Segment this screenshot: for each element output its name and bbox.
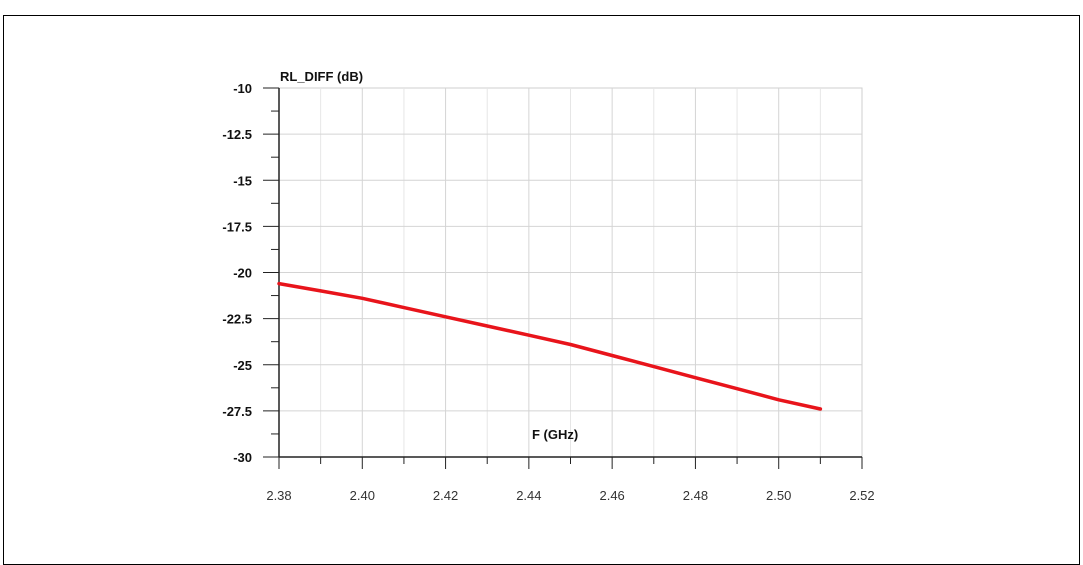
y-tick-label: -25 [233,358,252,373]
y-tick-label: -10 [233,81,252,96]
series-line [277,281,823,411]
y-tick-label: -15 [233,173,252,188]
line-chart: 2.38 2.40 2.42 2.44 2.46 2.48 2.50 2.52 -10 -12.5… [222,69,874,503]
y-tick-label: -12.5 [222,127,252,142]
y-tick-label: -22.5 [222,312,252,327]
x-tick-label: 2.42 [433,488,458,503]
x-axis-label: F (GHz) [532,427,578,442]
grid [278,87,863,458]
y-tick-label: -30 [233,450,252,465]
x-tick-label: 2.52 [849,488,874,503]
x-tick-label: 2.46 [599,488,624,503]
x-tick-label: 2.50 [766,488,791,503]
x-tick-label: 2.48 [683,488,708,503]
figure-frame [3,15,1080,565]
y-tick-label: -17.5 [222,219,252,234]
axes: 2.38 2.40 2.42 2.44 2.46 2.48 2.50 2.52 -10 -12.5… [222,81,874,503]
x-tick-label: 2.40 [350,488,375,503]
y-tick-label: -20 [233,266,252,281]
labels: RL_DIFF (dB) F (GHz) [280,69,578,442]
y-tick-label: -27.5 [222,404,252,419]
x-tick-label: 2.38 [266,488,291,503]
y-axis-label: RL_DIFF (dB) [280,69,363,84]
series-layer [277,281,823,411]
x-tick-label: 2.44 [516,488,541,503]
